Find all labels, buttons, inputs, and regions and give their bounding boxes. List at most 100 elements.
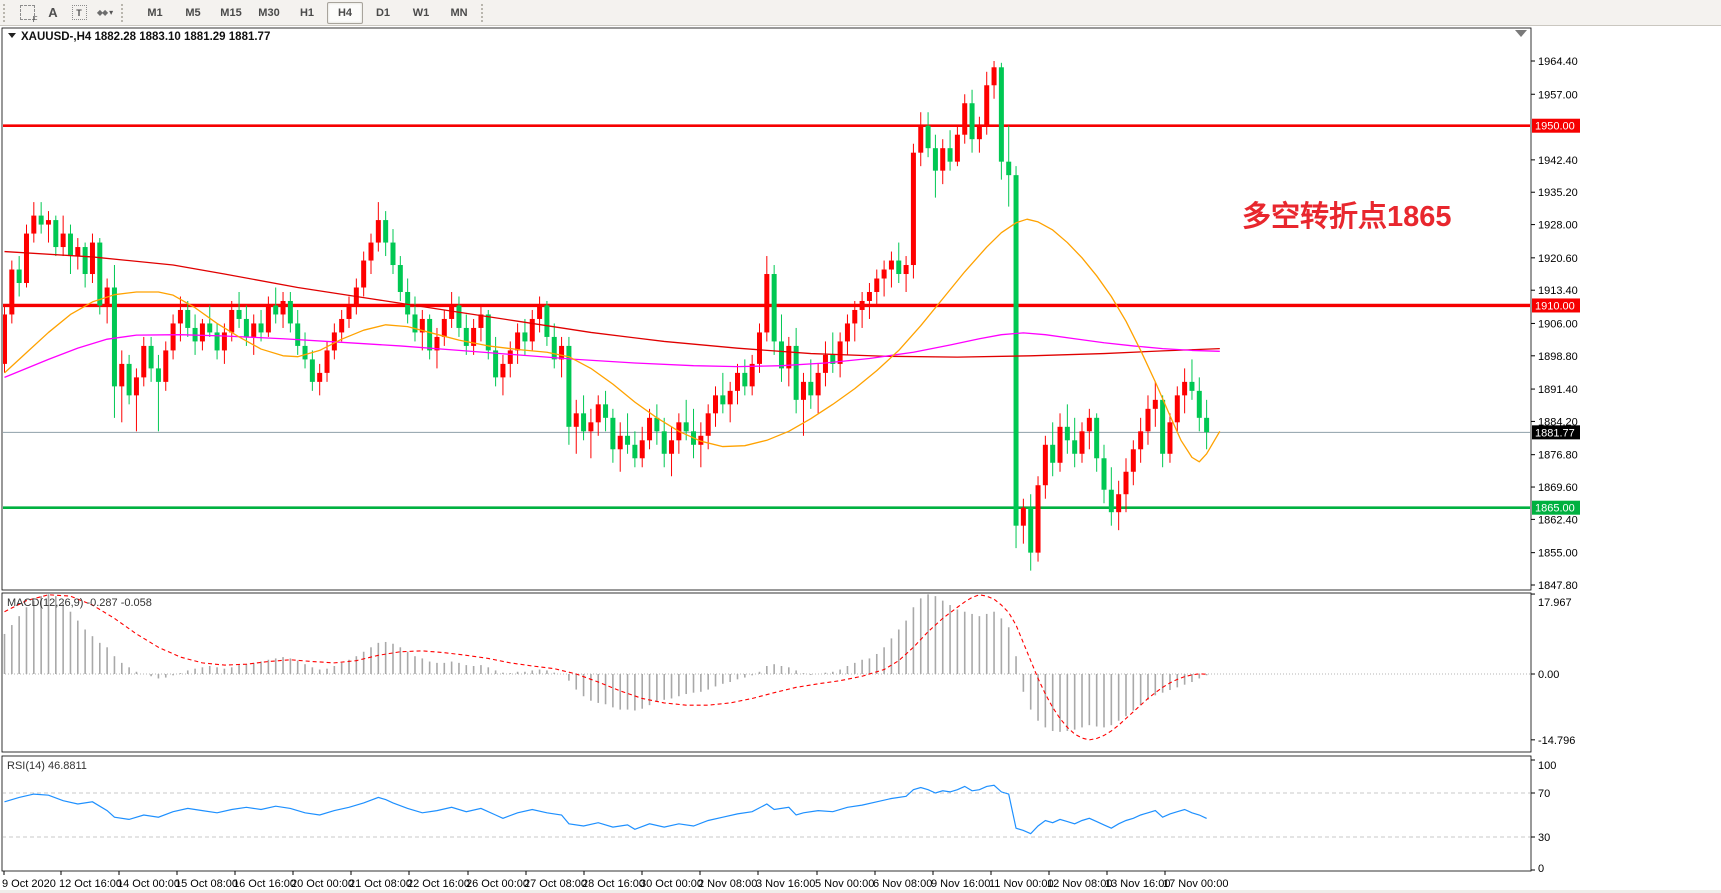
candlestick — [537, 305, 543, 319]
time-tick-label: 14 Oct 00:00 — [117, 878, 180, 890]
candlestick — [419, 318, 425, 333]
candlestick — [603, 404, 609, 418]
timeframe-button-M15[interactable]: M15 — [220, 6, 242, 19]
candlestick — [1196, 390, 1202, 418]
candlestick — [522, 332, 528, 342]
time-tick-label: 9 Nov 16:00 — [931, 878, 990, 890]
candlestick — [881, 269, 887, 279]
candlestick — [969, 103, 975, 140]
chart-area[interactable]: XAUUSD-,H4 1882.28 1883.10 1881.29 1881.… — [0, 26, 1721, 893]
candlestick — [984, 85, 990, 126]
candlestick — [581, 413, 587, 432]
chart-shift-marker-icon[interactable] — [1515, 30, 1527, 37]
time-tick-label: 12 Oct 16:00 — [59, 878, 122, 890]
macd-group — [3, 594, 1530, 741]
candlestick — [1086, 417, 1092, 432]
macd-axis-label: -14.796 — [1538, 735, 1575, 747]
rsi-axis-label: 70 — [1538, 788, 1550, 800]
time-tick-label: 15 Oct 08:00 — [175, 878, 238, 890]
candlestick — [529, 318, 535, 342]
timeframe-button-M5[interactable]: M5 — [185, 6, 201, 19]
candlestick — [1204, 417, 1210, 433]
candlestick — [368, 242, 374, 261]
selection-tool-icon[interactable]: F — [15, 3, 39, 24]
price-chart-canvas[interactable]: XAUUSD-,H4 1882.28 1883.10 1881.29 1881.… — [0, 26, 1721, 893]
timeframe-button-D1[interactable]: D1 — [375, 6, 391, 19]
selection-glyph: F — [32, 15, 38, 24]
ma-medium-magenta-line[interactable] — [4, 332, 1220, 378]
candlestick — [258, 323, 264, 333]
timeframe-button-M1[interactable]: M1 — [147, 6, 163, 19]
candlestick — [559, 345, 565, 360]
candlestick — [89, 242, 95, 275]
candlestick — [976, 125, 982, 140]
timeframe-button-M30[interactable]: M30 — [258, 6, 280, 19]
candlestick — [844, 323, 850, 342]
candlestick — [1035, 485, 1041, 553]
candlestick — [756, 332, 762, 364]
candlestick — [749, 363, 755, 387]
candlestick — [155, 368, 161, 382]
candlestick — [141, 345, 147, 378]
candlestick — [515, 332, 521, 351]
candlestick — [463, 327, 469, 346]
timeframe-button-MN[interactable]: MN — [450, 6, 468, 19]
price-highlight-badge — [1532, 298, 1580, 313]
text-tool-icon[interactable]: T — [67, 3, 91, 23]
rsi-line — [4, 784, 1207, 835]
candlestick — [954, 134, 960, 162]
rsi-axis-label: 100 — [1538, 760, 1556, 772]
annotation-text[interactable]: 多空转折点1865 — [1242, 199, 1452, 233]
timeframe-button-H1[interactable]: H1 — [299, 6, 315, 19]
candlestick — [1108, 489, 1114, 513]
symbol-dropdown-icon[interactable] — [8, 33, 16, 38]
timeframe-button-H4[interactable]: H4 — [327, 1, 363, 24]
price-highlight-label: 1950.00 — [1535, 121, 1575, 133]
rsi-label: RSI(14) 46.8811 — [7, 760, 87, 772]
timeframe-button-W1[interactable]: W1 — [412, 6, 430, 19]
candlestick — [3, 314, 7, 364]
price-tick-label: 1957.00 — [1538, 89, 1578, 101]
candlestick — [859, 300, 865, 310]
time-tick-label: 6 Nov 08:00 — [873, 878, 932, 890]
candlestick — [918, 125, 924, 153]
toolbar: F A T ◆◆ ▾ M1 M5 M15 M30 H1 H4 D1 W1 MN — [0, 0, 1721, 26]
toolbar-grip[interactable] — [481, 3, 488, 22]
ma-fast-orange-line[interactable] — [4, 218, 1221, 463]
candlestick — [654, 417, 660, 432]
candlestick — [778, 341, 784, 369]
candlestick — [720, 395, 726, 405]
price-tick-label: 1920.60 — [1538, 253, 1578, 265]
time-tick-label: 12 Nov 08:00 — [1047, 878, 1112, 890]
candlestick — [786, 345, 792, 369]
toolbar-grip[interactable] — [3, 3, 10, 22]
candlestick — [229, 309, 235, 333]
candlestick — [896, 260, 902, 275]
price-tick-label: 1928.00 — [1538, 220, 1578, 232]
candlestick — [456, 305, 462, 328]
toolbar-grip[interactable] — [121, 3, 128, 22]
candlestick — [60, 233, 66, 248]
candlestick — [1189, 381, 1195, 391]
price-highlight-label: 1881.77 — [1535, 427, 1575, 439]
candlestick — [405, 291, 411, 315]
candlestick — [199, 323, 205, 342]
candlestick — [815, 372, 821, 396]
arrows-tool-dropdown[interactable]: ◆◆ ▾ — [93, 3, 117, 23]
candlestick — [280, 300, 286, 315]
candlestick — [617, 435, 623, 450]
candlestick — [808, 381, 814, 396]
candlestick — [683, 422, 689, 432]
candlestick — [1050, 444, 1056, 463]
candlestick — [1094, 417, 1100, 459]
candlestick — [185, 309, 191, 328]
candlestick — [800, 381, 806, 400]
candlestick — [551, 336, 557, 360]
candlestick — [1138, 431, 1144, 450]
time-tick-label: 27 Oct 08:00 — [524, 878, 587, 890]
ma-slow-red-line[interactable] — [4, 250, 1220, 358]
candlestick — [243, 318, 249, 337]
text-label-tool-icon[interactable]: A — [41, 3, 65, 23]
candlestick — [170, 323, 176, 351]
candlestick — [764, 274, 770, 333]
